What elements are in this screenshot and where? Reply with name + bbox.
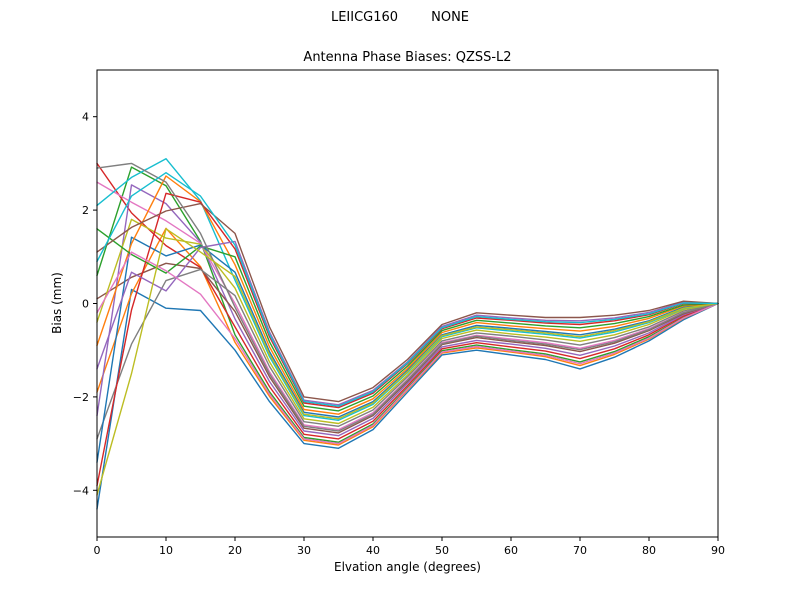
axes-box — [96, 69, 719, 538]
series-line-s17 — [96, 251, 719, 445]
y-tick-label: −4 — [73, 484, 89, 497]
x-tick-label: 90 — [711, 544, 725, 557]
series-line-s03 — [96, 166, 719, 443]
y-axis-label-text: Bias (mm) — [50, 272, 64, 334]
y-tick-label: 0 — [82, 298, 89, 311]
x-tick-label: 70 — [573, 544, 587, 557]
series-line-s09 — [96, 218, 719, 425]
series-line-s19 — [96, 228, 719, 496]
x-tick-label: 0 — [94, 544, 101, 557]
series-line-s16 — [96, 202, 719, 403]
series-line-s18 — [96, 162, 719, 432]
series-line-s08 — [96, 268, 719, 440]
series-line-s01 — [96, 288, 719, 510]
series-line-s04 — [96, 162, 719, 440]
x-tick-label: 80 — [642, 544, 656, 557]
x-tick-label: 60 — [504, 544, 518, 557]
series-line-s13 — [96, 228, 719, 412]
y-tick-label: 2 — [82, 204, 89, 217]
series-line-s06 — [96, 262, 719, 434]
x-axis-label: Elvation angle (degrees) — [334, 560, 481, 574]
y-tick-label: 4 — [82, 111, 89, 124]
chart-title: Antenna Phase Biases: QZSS-L2 — [303, 50, 512, 65]
x-tick-label: 50 — [435, 544, 449, 557]
series-line-s05 — [96, 184, 719, 437]
x-tick-label: 10 — [159, 544, 173, 557]
x-tick-label: 20 — [228, 544, 242, 557]
y-tick-label: −2 — [73, 391, 89, 404]
x-tick-label: 40 — [366, 544, 380, 557]
x-tick-label: 30 — [297, 544, 311, 557]
figure-suptitle: LEIICG160 NONE — [330, 10, 470, 25]
series-line-s20 — [96, 171, 719, 407]
series-line-s11 — [96, 236, 719, 463]
